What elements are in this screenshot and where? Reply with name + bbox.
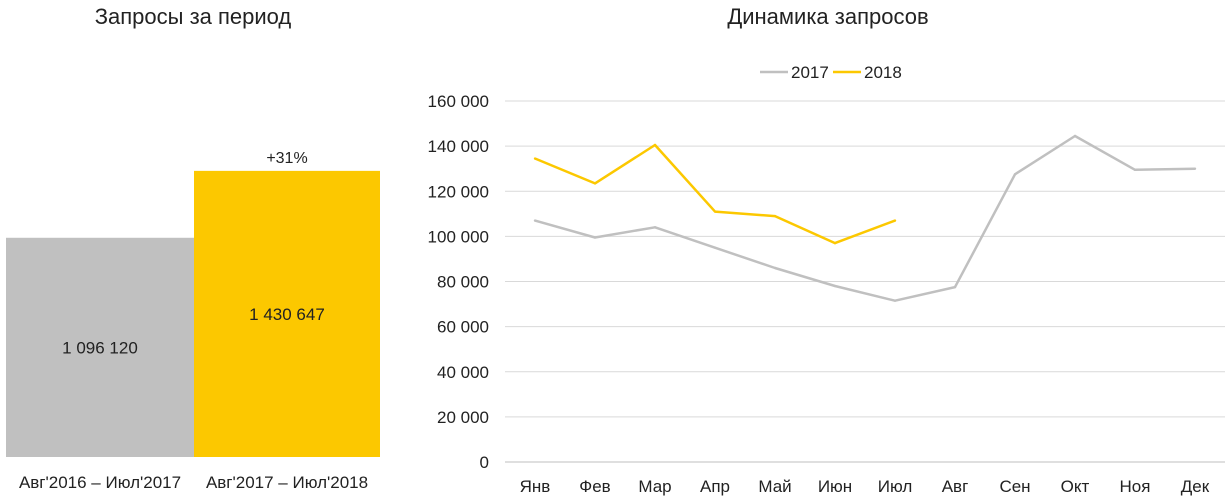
x-tick-label: Мар: [638, 477, 671, 496]
x-axis-ticks: Янв Фев Мар Апр Май Июн Июл Авг Сен Окт Ноя Дек: [520, 477, 1210, 496]
x-tick-label: Фев: [579, 477, 610, 496]
x-tick-label: Дек: [1181, 477, 1210, 496]
data-point-2017: [1013, 173, 1017, 176]
y-tick-label: 80 000: [437, 273, 489, 292]
x-tick-label: Июл: [878, 477, 913, 496]
data-point-2017: [773, 266, 777, 270]
x-tick-label: Июн: [818, 477, 852, 496]
x-tick-label: Сен: [999, 477, 1030, 496]
y-tick-label: 140 000: [428, 137, 489, 156]
data-point-2018: [533, 157, 537, 160]
x-tick-label: Окт: [1061, 477, 1090, 496]
y-tick-label: 0: [480, 453, 489, 472]
line-chart-title: Динамика запросов: [727, 4, 928, 29]
x-tick-label: Ноя: [1120, 477, 1151, 496]
y-tick-label: 20 000: [437, 408, 489, 427]
data-point-2018: [593, 182, 597, 185]
line-series: [533, 134, 1197, 302]
data-point-2018: [833, 241, 837, 245]
bar-period-2: [194, 170, 380, 457]
data-point-2018: [893, 219, 897, 222]
bar-category-label-1: Авг'2016 – Июл'2017: [19, 473, 181, 492]
data-point-2017: [653, 226, 657, 229]
legend-label-2017: 2017: [791, 63, 829, 82]
data-point-2018: [653, 143, 657, 147]
bar-chart-title: Запросы за период: [95, 4, 292, 29]
data-point-2017: [1193, 167, 1197, 170]
data-point-2017: [713, 246, 717, 249]
x-tick-label: Янв: [520, 477, 551, 496]
data-point-2017: [1073, 134, 1077, 138]
y-tick-label: 120 000: [428, 182, 489, 201]
dynamics-line-chart: Динамика запросов 2017 2018 0 20 000 40 00…: [428, 4, 1225, 496]
bar-period-1: [6, 237, 194, 457]
growth-annotation: +31%: [266, 150, 307, 167]
y-gridlines: [505, 100, 1225, 463]
x-tick-label: Авг: [942, 477, 969, 496]
y-tick-label: 40 000: [437, 363, 489, 382]
x-tick-label: Май: [758, 477, 791, 496]
series-line-2017: [534, 134, 1196, 302]
data-point-2017: [893, 299, 897, 302]
y-axis-ticks: 0 20 000 40 000 60 000 80 000 100 000 120 000 1…: [428, 92, 489, 472]
x-tick-label: Апр: [700, 477, 730, 496]
period-bar-chart: Запросы за период 1 096 120 1 430 647 +3…: [6, 4, 380, 492]
y-tick-label: 60 000: [437, 318, 489, 337]
chart-legend: 2017 2018: [760, 63, 902, 82]
data-point-2017: [833, 284, 837, 288]
data-point-2017: [533, 219, 537, 222]
legend-label-2018: 2018: [864, 63, 902, 82]
data-point-2018: [713, 210, 717, 213]
data-point-2017: [1133, 168, 1137, 172]
y-tick-label: 160 000: [428, 92, 489, 111]
data-point-2018: [773, 214, 777, 218]
y-tick-label: 100 000: [428, 227, 489, 246]
data-point-2017: [593, 236, 597, 239]
series-line-2018: [534, 143, 896, 245]
bar-category-label-2: Авг'2017 – Июл'2018: [206, 473, 368, 492]
data-point-2017: [953, 285, 957, 289]
bar-value-label-2: 1 430 647: [249, 305, 325, 324]
bar-value-label-1: 1 096 120: [62, 338, 138, 357]
